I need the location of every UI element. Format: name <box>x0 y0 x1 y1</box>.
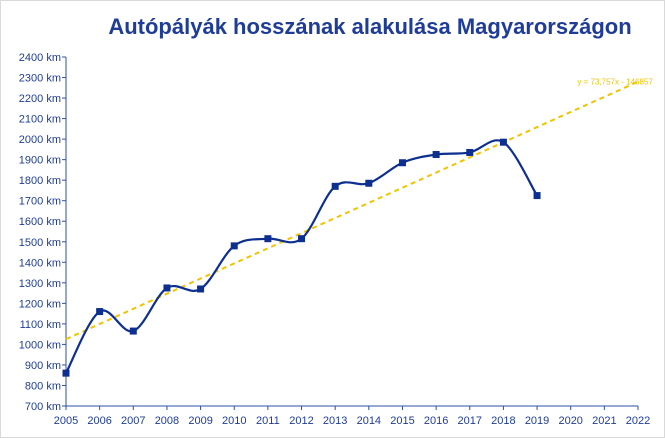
x-tick-label: 2016 <box>424 415 448 427</box>
data-point <box>499 138 507 146</box>
x-tick-label: 2011 <box>256 415 280 427</box>
y-tick-label: 1700 km <box>19 196 61 208</box>
data-point <box>432 151 440 159</box>
y-tick-label: 2100 km <box>19 114 61 126</box>
data-point <box>197 285 205 293</box>
y-tick-label: 1300 km <box>19 278 61 290</box>
y-tick-label: 700 km <box>25 401 61 413</box>
y-tick-label: 2000 km <box>19 134 61 146</box>
data-point <box>264 235 272 243</box>
x-tick-label: 2019 <box>525 415 549 427</box>
x-tick-label: 2005 <box>54 415 78 427</box>
data-point <box>533 192 541 200</box>
y-tick-label: 1800 km <box>19 175 61 187</box>
data-point <box>298 235 306 243</box>
data-point <box>163 284 171 292</box>
trendline-equation: y = 73,757x - 146857 <box>577 78 653 87</box>
data-point <box>62 369 70 377</box>
y-tick-label: 1900 km <box>19 155 61 167</box>
x-tick-label: 2021 <box>592 415 616 427</box>
data-point <box>466 148 474 156</box>
x-tick-label: 2006 <box>87 415 111 427</box>
x-tick-label: 2014 <box>357 415 381 427</box>
data-point <box>365 179 373 187</box>
y-tick-label: 800 km <box>25 380 61 392</box>
data-point <box>230 242 238 250</box>
x-tick-label: 2007 <box>121 415 145 427</box>
x-tick-label: 2012 <box>289 415 313 427</box>
x-tick-label: 2022 <box>626 415 650 427</box>
chart-title: Autópályák hosszának alakulása Magyarors… <box>108 14 632 39</box>
y-tick-label: 2300 km <box>19 73 61 85</box>
data-point <box>331 182 339 190</box>
x-tick-label: 2013 <box>323 415 347 427</box>
x-tick-label: 2017 <box>458 415 482 427</box>
series-line <box>65 139 538 374</box>
y-axis-labels: 700 km 800 km 900 km 1000 km 1100 km 1200 km 1… <box>19 52 61 413</box>
y-tick-label: 2200 km <box>19 93 61 105</box>
x-tick-label: 2018 <box>491 415 515 427</box>
y-tick-label: 1200 km <box>19 298 61 310</box>
x-axis-labels: 2005 2006 2007 2008 2009 2010 2011 2012 2013 2014… <box>54 415 650 427</box>
trendline <box>65 80 639 341</box>
data-point <box>129 327 137 335</box>
x-tick-label: 2020 <box>558 415 582 427</box>
axes <box>62 56 639 410</box>
y-tick-label: 1600 km <box>19 216 61 228</box>
y-tick-label: 2400 km <box>19 52 61 64</box>
x-tick-label: 2009 <box>188 415 212 427</box>
y-tick-label: 1100 km <box>20 319 61 331</box>
y-tick-label: 1000 km <box>19 339 61 351</box>
trendline-group: y = 73,757x - 146857 <box>65 78 653 341</box>
data-point <box>398 159 406 167</box>
y-tick-label: 1400 km <box>19 257 61 269</box>
x-tick-label: 2015 <box>390 415 414 427</box>
x-tick-label: 2010 <box>222 415 246 427</box>
x-tick-label: 2008 <box>155 415 179 427</box>
y-tick-label: 900 km <box>25 360 61 372</box>
y-tick-label: 1500 km <box>19 237 61 249</box>
series-group <box>62 138 541 377</box>
data-point <box>96 308 104 316</box>
